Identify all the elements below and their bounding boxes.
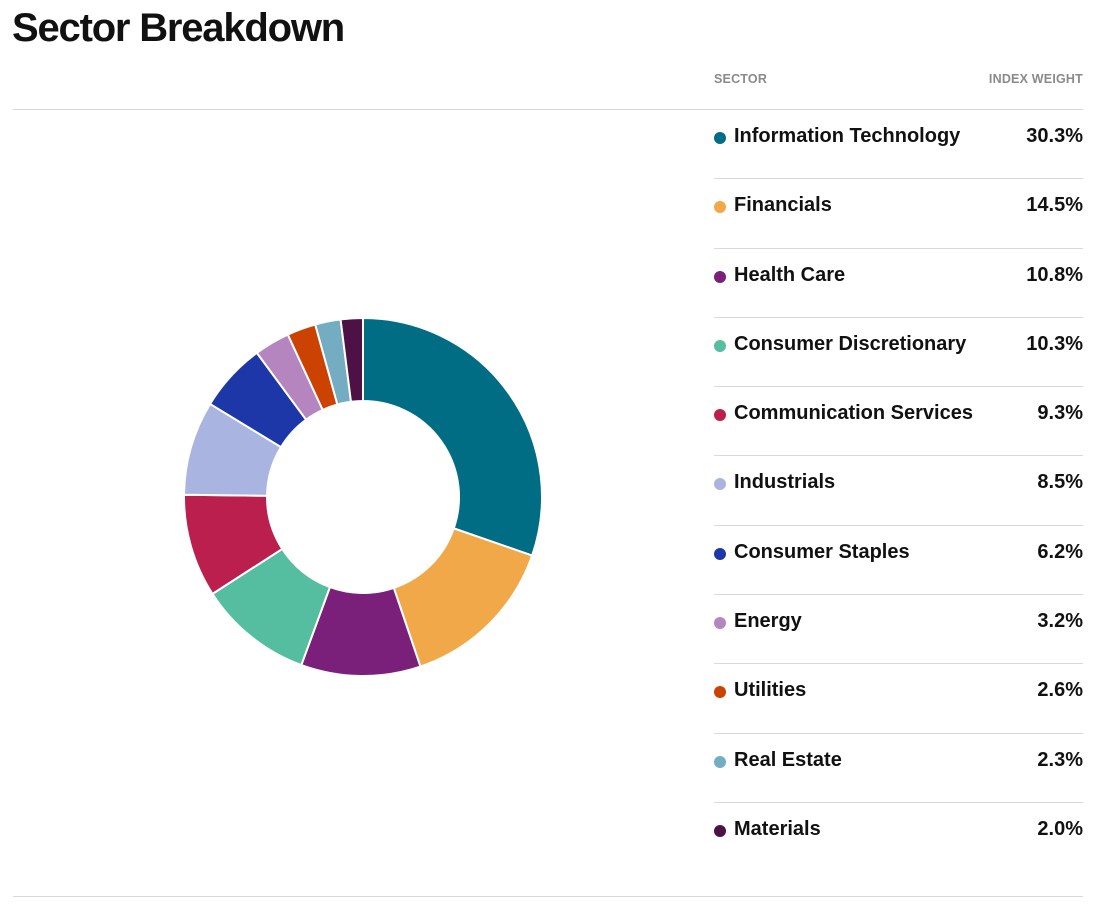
legend-index-weight: 8.5% [1037,471,1083,494]
legend-index-weight: 14.5% [1026,194,1083,217]
legend-color-dot [714,478,726,491]
legend-index-weight: 2.6% [1037,679,1083,702]
legend-row-energy: Energy 3.2% [714,595,1083,665]
legend-color-dot [714,755,726,768]
legend-index-weight: 3.2% [1037,610,1083,633]
legend-color-dot [714,617,726,630]
donut-svg [183,317,543,677]
legend-sector-label: Materials [734,817,821,840]
legend-index-weight: 9.3% [1037,402,1083,425]
legend-sector-label: Information Technology [734,125,961,147]
legend-color-dot [714,409,726,422]
legend-index-weight: 10.3% [1026,332,1083,355]
legend-color-dot [714,201,726,214]
donut-slice-materials [339,317,364,403]
legend-row-consumer-discretionary: Consumer Discretionary 10.3% [714,318,1083,388]
legend-color-dot [714,132,726,144]
legend-index-weight: 30.3% [1026,125,1083,147]
legend-color-dot [714,339,726,352]
page-title: Sector Breakdown [12,6,345,50]
legend-color-dot [714,686,726,699]
top-divider [13,109,1083,110]
legend-sector-label: Consumer Discretionary [734,332,967,355]
legend-sector-label: Energy [734,610,802,633]
legend-sector-label: Health Care [734,263,846,286]
legend-sector-label: Utilities [734,679,807,702]
legend-row-communication-services: Communication Services 9.3% [714,387,1083,457]
bottom-divider [13,896,1083,897]
sector-donut-chart [113,247,613,747]
sector-legend: Information Technology 30.3% Financials 14.… [714,110,1083,872]
legend-index-weight: 6.2% [1037,540,1083,563]
legend-color-dot [714,270,726,283]
legend-row-information-technology: Information Technology 30.3% [714,110,1083,180]
legend-color-dot [714,824,726,837]
legend-sector-label: Industrials [734,471,836,494]
donut-slice-financials [392,527,534,668]
legend-table-header: SECTOR INDEX WEIGHT [714,72,1083,88]
legend-index-weight: 2.3% [1037,748,1083,771]
legend-row-consumer-staples: Consumer Staples 6.2% [714,526,1083,596]
legend-sector-label: Financials [734,194,832,217]
legend-row-utilities: Utilities 2.6% [714,664,1083,734]
legend-row-financials: Financials 14.5% [714,179,1083,249]
legend-sector-label: Consumer Staples [734,540,910,563]
sector-column-header: SECTOR [714,72,768,86]
legend-row-health-care: Health Care 10.8% [714,249,1083,318]
legend-sector-label: Real Estate [734,748,842,771]
legend-row-industrials: Industrials 8.5% [714,456,1083,526]
legend-index-weight: 2.0% [1037,817,1083,840]
index-weight-column-header: INDEX WEIGHT [988,72,1083,86]
donut-slice-information-technology [362,317,543,557]
legend-sector-label: Communication Services [734,402,973,425]
legend-row-materials: Materials 2.0% [714,803,1083,872]
legend-row-real-estate: Real Estate 2.3% [714,734,1083,803]
legend-index-weight: 10.8% [1026,263,1083,286]
legend-color-dot [714,547,726,560]
